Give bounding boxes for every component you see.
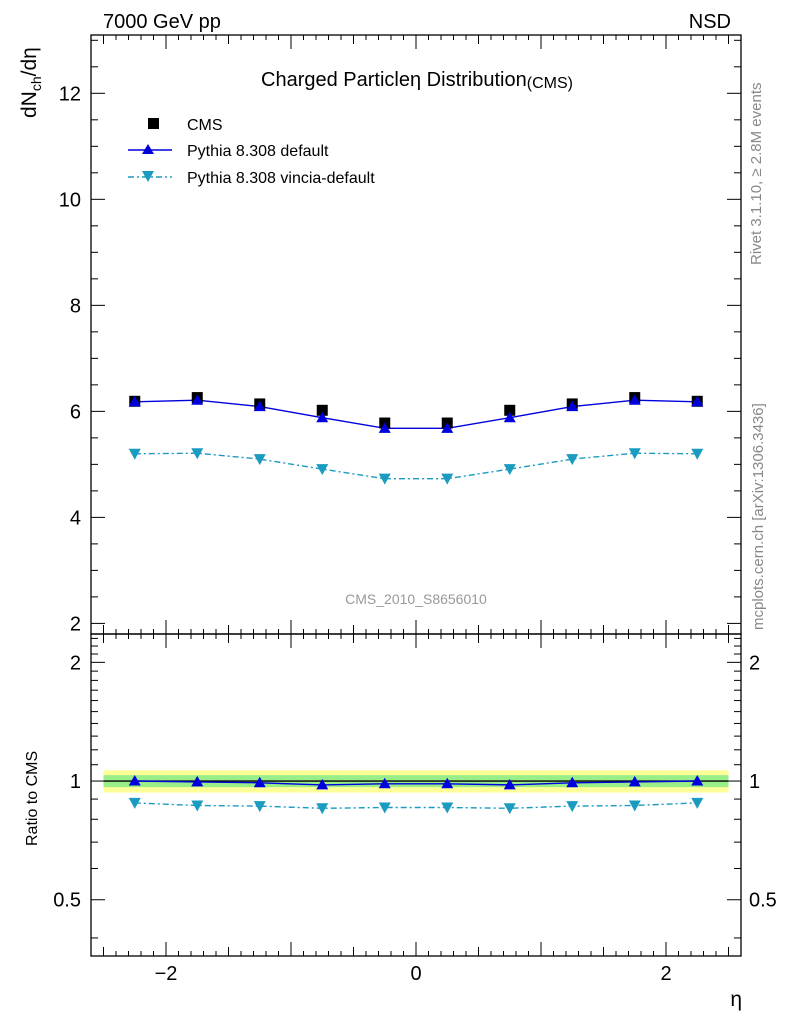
ratio-series-line-0 xyxy=(134,780,698,786)
analysis-id-label: CMS_2010_S8656010 xyxy=(345,591,487,607)
header-process-label: NSD xyxy=(689,11,731,33)
ratio-vincia-point xyxy=(191,800,204,812)
ratio-ticks: 0.5 0.5 1 1 2 2 −2 0 2 xyxy=(53,634,777,985)
pythia-default-point xyxy=(128,395,141,407)
ratio-panel: 0.5 0.5 1 1 2 2 −2 0 2 Ratio to CMS η xyxy=(24,633,777,1011)
ratio-frame xyxy=(90,633,742,957)
legend-vincia-label: Pythia 8.308 vincia-default xyxy=(187,170,375,187)
main-title-symbol: η xyxy=(410,69,421,91)
pythia-default-point xyxy=(503,411,516,423)
ratio-default-point xyxy=(566,776,579,788)
main-y-ticks: 2 4 6 8 10 12 xyxy=(59,35,741,635)
main-title-rest: Distribution xyxy=(421,69,527,91)
ratio-series-line-1 xyxy=(134,802,698,810)
main-y-tick-label: 6 xyxy=(70,401,81,423)
ratio-y-tick-label-right: 0.5 xyxy=(749,890,777,912)
pythia-default-point xyxy=(441,422,454,433)
ratio-vincia-point xyxy=(691,797,704,809)
pythia-vincia-point xyxy=(441,473,454,485)
x-tick-label: 2 xyxy=(660,963,671,985)
main-y-axis-label-suffix: /dη xyxy=(18,47,41,76)
ratio-vincia-point xyxy=(628,800,641,812)
main-series-layer xyxy=(128,392,704,485)
ratio-y-tick-label: 1 xyxy=(70,771,81,793)
cms-data-point xyxy=(316,404,328,416)
pythia-default-point xyxy=(316,411,329,423)
legend-default-label: Pythia 8.308 default xyxy=(187,143,329,160)
main-series-line-2 xyxy=(134,452,698,480)
mcplots-reference-label: mcplots.cern.ch [arXiv:1306.3436] xyxy=(750,403,767,630)
ratio-vincia-point xyxy=(441,802,454,814)
x-axis-label: η xyxy=(730,988,742,1011)
ratio-series-layer xyxy=(128,775,704,815)
main-y-tick-label: 2 xyxy=(70,613,81,635)
pythia-default-point xyxy=(253,400,266,412)
legend-cms-label: CMS xyxy=(187,117,223,134)
ratio-y-tick-label: 2 xyxy=(70,652,81,674)
main-series-line-1 xyxy=(134,399,698,429)
main-title: Charged Particleη Distribution(CMS) xyxy=(261,69,573,92)
main-y-axis-label: dNch/dη xyxy=(18,47,44,118)
x-tick-label: 0 xyxy=(410,963,421,985)
main-y-tick-label: 10 xyxy=(59,189,81,211)
ratio-default-point xyxy=(316,778,329,790)
cms-data-point xyxy=(504,404,516,416)
ratio-y-tick-label-right: 2 xyxy=(749,652,760,674)
ratio-vincia-point xyxy=(316,803,329,815)
ratio-default-point xyxy=(191,775,204,787)
ratio-vincia-point xyxy=(253,801,266,813)
main-panel: 2 4 6 8 10 12 Charged Particleη Distribution(… xyxy=(18,34,742,635)
ratio-y-tick-label: 0.5 xyxy=(53,890,81,912)
pythia-default-point xyxy=(378,422,391,433)
ratio-vincia-point xyxy=(566,801,579,813)
ratio-default-point xyxy=(378,777,391,789)
ratio-y-tick-label-right: 1 xyxy=(749,771,760,793)
ratio-default-point xyxy=(128,775,141,786)
pythia-vincia-point xyxy=(566,454,579,466)
main-y-axis-label-sub: ch xyxy=(28,76,44,91)
main-title-sub: (CMS) xyxy=(527,75,573,92)
ratio-vincia-point xyxy=(378,802,391,814)
rivet-version-label: Rivet 3.1.10, ≥ 2.8M events xyxy=(748,83,765,266)
ratio-default-point xyxy=(691,775,704,786)
main-y-axis-label-prefix: dN xyxy=(18,91,41,118)
legend-default-marker xyxy=(142,144,154,154)
pythia-vincia-point xyxy=(691,448,704,460)
pythia-vincia-point xyxy=(191,448,204,460)
legend-cms-marker xyxy=(148,118,159,129)
ratio-default-point xyxy=(441,777,454,789)
legend-vincia-marker xyxy=(142,171,154,182)
ratio-vincia-point xyxy=(503,803,516,815)
pythia-vincia-point xyxy=(378,473,391,485)
main-y-tick-label: 4 xyxy=(70,507,81,529)
legend: CMS Pythia 8.308 default Pythia 8.308 vi… xyxy=(128,117,375,187)
ratio-default-point xyxy=(503,778,516,790)
ratio-y-axis-label: Ratio to CMS xyxy=(24,751,41,846)
ratio-default-point xyxy=(628,775,641,787)
pythia-vincia-point xyxy=(628,448,641,460)
x-tick-label: −2 xyxy=(155,963,178,985)
pythia-default-point xyxy=(566,400,579,412)
pythia-default-point xyxy=(691,395,704,407)
pythia-default-point xyxy=(628,394,641,405)
main-y-tick-label: 8 xyxy=(70,295,81,317)
ratio-vincia-point xyxy=(128,797,141,809)
header-energy-label: 7000 GeV pp xyxy=(103,11,221,33)
pythia-vincia-point xyxy=(253,454,266,466)
pythia-default-point xyxy=(191,394,204,405)
main-y-tick-label: 12 xyxy=(59,83,81,105)
main-title-text: Charged Particle xyxy=(261,69,410,91)
pythia-vincia-point xyxy=(128,448,141,460)
pythia-vincia-point xyxy=(316,464,329,476)
pythia-vincia-point xyxy=(503,464,516,476)
ratio-default-point xyxy=(253,776,266,788)
